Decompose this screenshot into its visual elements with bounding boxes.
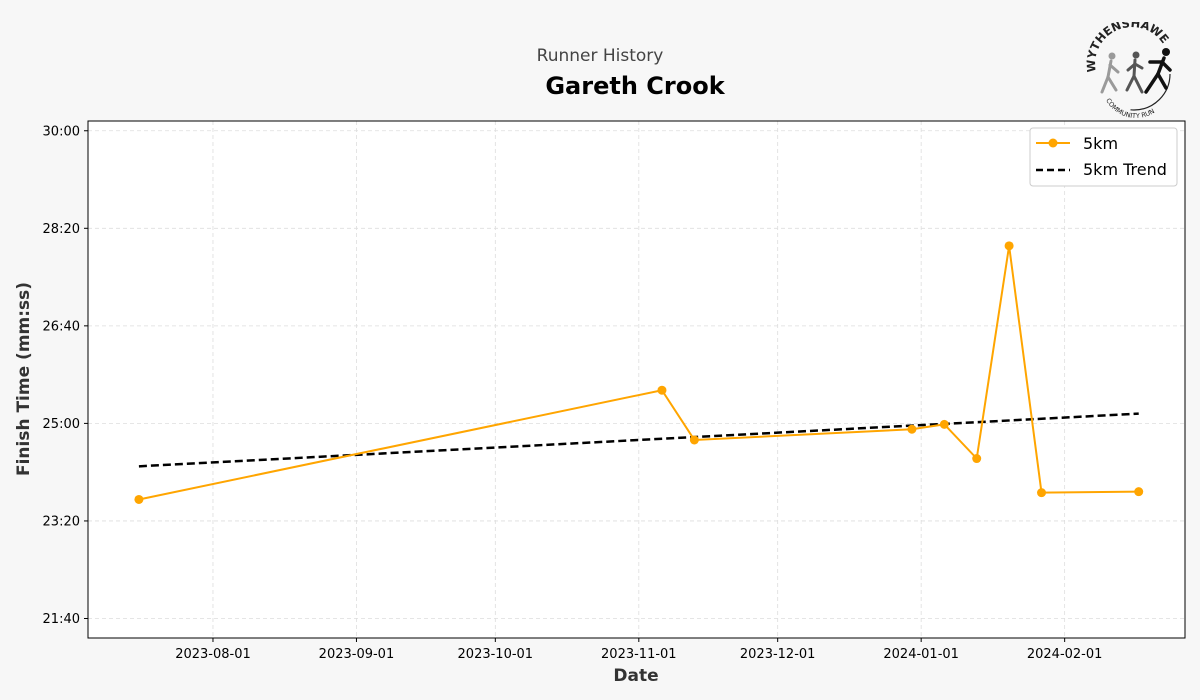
y-tick-label: 26:40 [43, 319, 80, 334]
chart-subtitle: Runner History [536, 46, 664, 66]
y-tick-label: 21:40 [43, 612, 80, 627]
x-tick-label: 2024-02-01 [1027, 647, 1103, 662]
y-tick-label: 23:20 [43, 514, 80, 529]
plot-area [88, 121, 1185, 638]
data-point-5km [907, 424, 917, 434]
x-tick-label: 2023-09-01 [319, 647, 395, 662]
y-axis-label: Finish Time (mm:ss) [14, 282, 34, 476]
y-axis-ticks: 21:40 23:20 25:00 26:40 28:20 30:00 [43, 124, 88, 627]
data-point-5km [939, 419, 949, 429]
x-axis-label: Date [613, 666, 658, 686]
data-point-5km [689, 435, 699, 445]
legend-label-trend: 5km Trend [1083, 160, 1167, 179]
chart-title: Gareth Crook [545, 72, 725, 100]
data-point-5km [972, 454, 982, 464]
data-point-5km [134, 494, 144, 504]
runner-figures-icon [1100, 48, 1172, 94]
x-tick-label: 2023-10-01 [458, 647, 534, 662]
y-tick-label: 30:00 [43, 124, 80, 139]
x-tick-label: 2023-08-01 [175, 647, 251, 662]
x-tick-label: 2024-01-01 [883, 647, 959, 662]
data-point-5km [657, 385, 667, 395]
legend-series-marker [1048, 138, 1058, 148]
series-layer [134, 241, 1144, 504]
legend-label-5km: 5km [1083, 134, 1118, 153]
x-tick-label: 2023-11-01 [601, 647, 677, 662]
data-point-5km [1134, 487, 1144, 497]
data-point-5km [1037, 488, 1047, 498]
plot-frame [87, 120, 1186, 639]
x-axis-ticks: 2023-08-01 2023-09-01 2023-10-01 2023-11-01… [175, 638, 1102, 662]
y-tick-label: 25:00 [43, 417, 80, 432]
trend-line [138, 412, 1139, 468]
grid [88, 121, 1185, 638]
x-tick-label: 2023-12-01 [740, 647, 816, 662]
data-point-5km [1004, 241, 1014, 251]
wythenshawe-logo: WYTHENSHAWE COMMUNITY RUN [1084, 22, 1172, 118]
y-tick-label: 28:20 [43, 222, 80, 237]
legend: 5km 5km Trend [1029, 127, 1178, 187]
